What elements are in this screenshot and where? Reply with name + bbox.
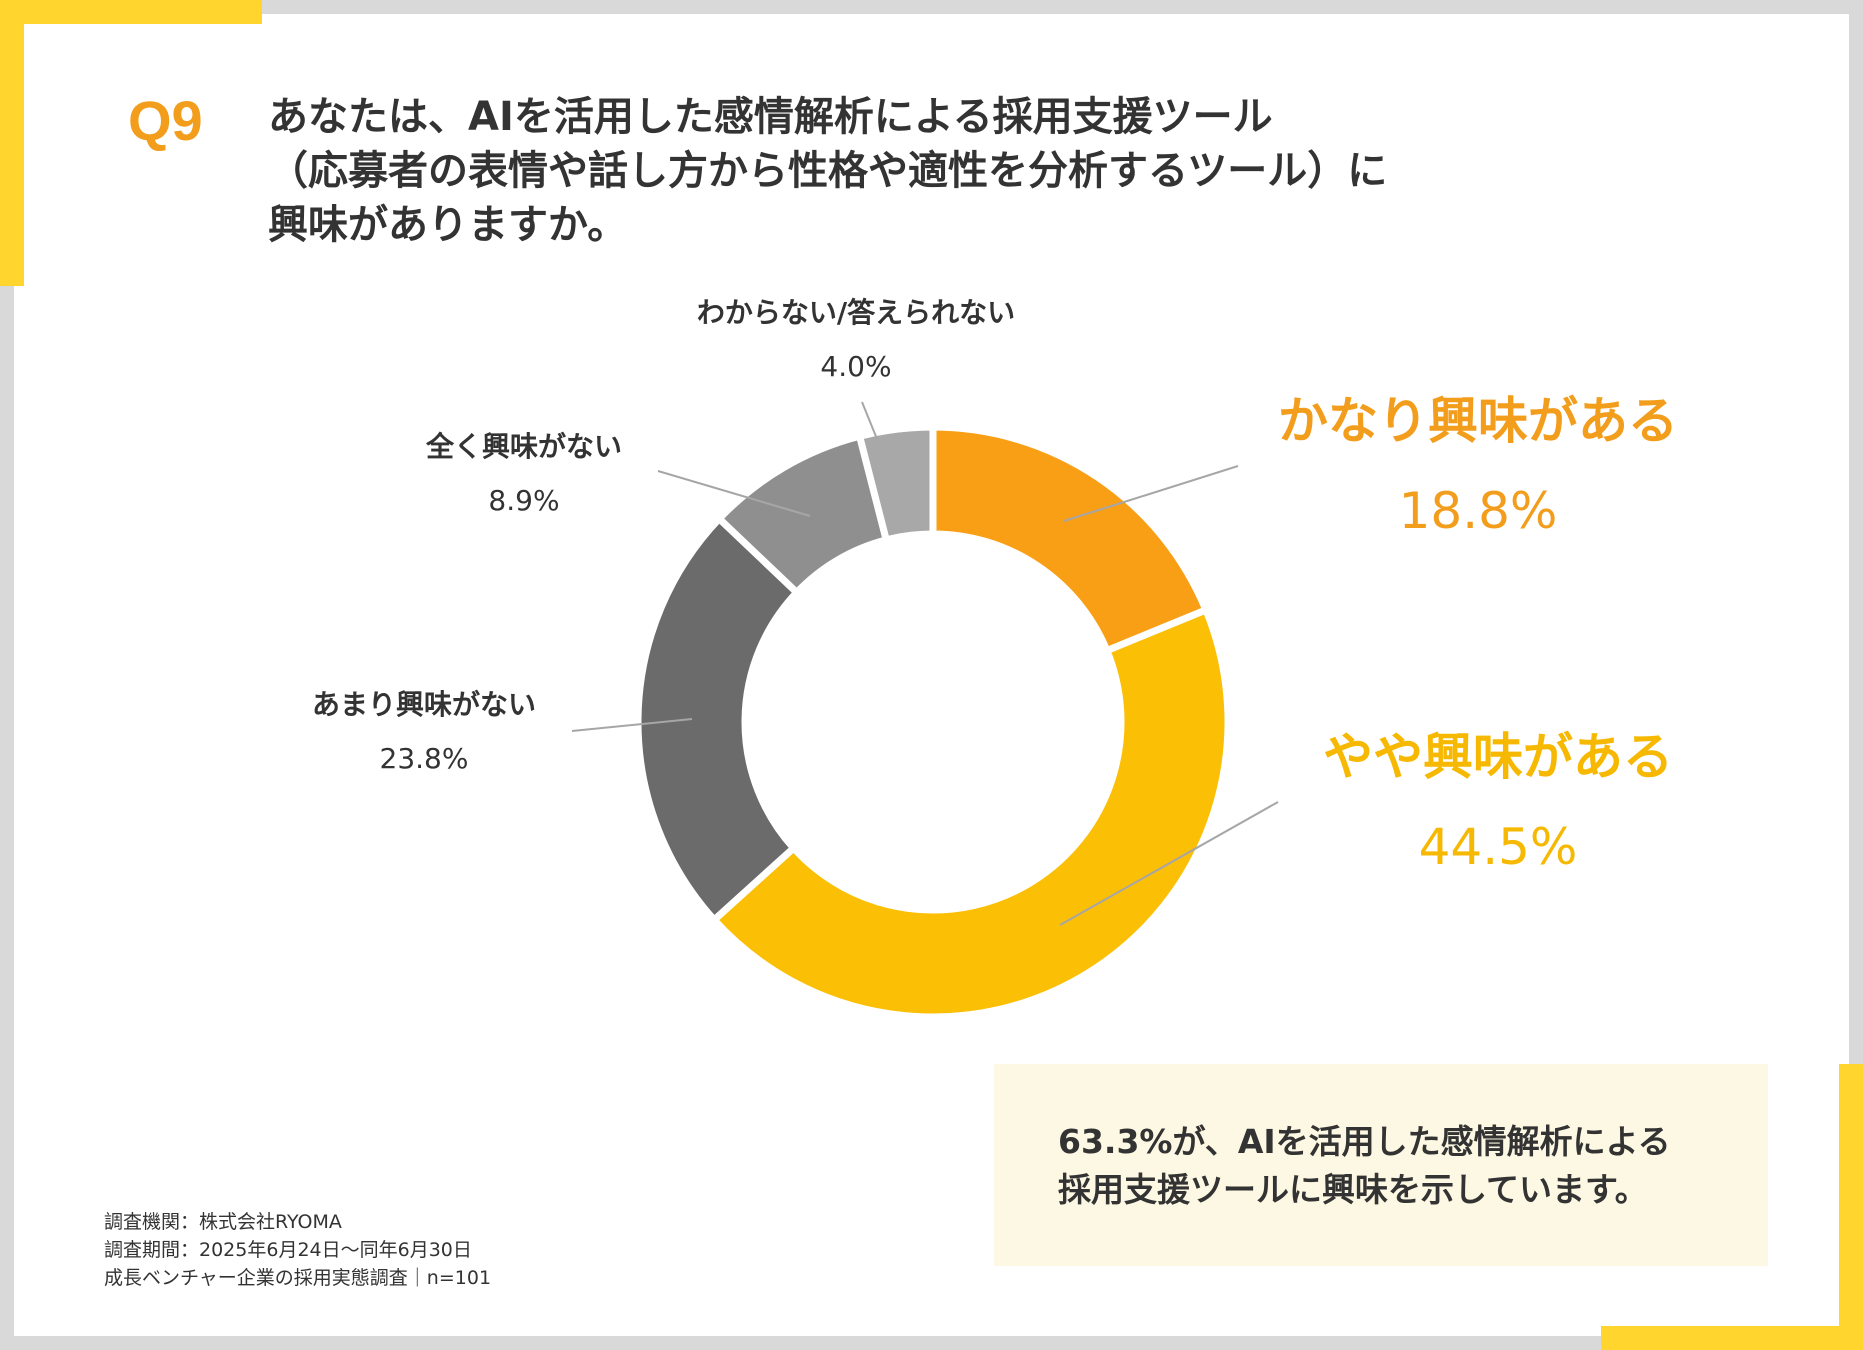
leader-line bbox=[657, 470, 811, 517]
leader-line bbox=[1063, 465, 1239, 522]
label-percent: 4.0% bbox=[820, 350, 892, 383]
footnote-line: 調査期間：2025年6月24日～同年6月30日 bbox=[104, 1239, 472, 1261]
label-not-interested: 全く興味がない 8.9% bbox=[384, 420, 664, 528]
label-not-very-interested: あまり興味がない 23.8% bbox=[284, 678, 564, 786]
corner-accent-top-left-vertical bbox=[0, 0, 24, 286]
slice-not-very-interested bbox=[634, 513, 802, 925]
survey-footnote: 調査機関：株式会社RYOMA 調査期間：2025年6月24日～同年6月30日 成… bbox=[104, 1208, 491, 1292]
footnote-line: 調査機関：株式会社RYOMA bbox=[104, 1211, 342, 1233]
frame-border-right bbox=[1849, 0, 1863, 1350]
label-category: あまり興味がない bbox=[311, 688, 536, 721]
corner-accent-bottom-right bbox=[1601, 1326, 1863, 1350]
leader-line bbox=[571, 718, 693, 732]
label-percent: 18.8% bbox=[1398, 482, 1558, 540]
question-text: あなたは、AIを活用した感情解析による採用支援ツール （応募者の表情や話し方から… bbox=[268, 90, 1618, 252]
slice-somewhat-interested bbox=[709, 605, 1232, 1021]
frame-border-left bbox=[0, 0, 14, 1350]
label-percent: 8.9% bbox=[488, 484, 560, 517]
corner-accent-bottom-right-vertical bbox=[1839, 1064, 1863, 1350]
footnote-line: 成長ベンチャー企業の採用実態調査｜n=101 bbox=[104, 1267, 492, 1289]
frame-border-top bbox=[0, 0, 1863, 14]
label-category: 全く興味がない bbox=[425, 430, 622, 463]
leader-line bbox=[1059, 801, 1279, 926]
summary-line: 採用支援ツールに興味を示しています。 bbox=[1058, 1170, 1648, 1209]
label-category: わからない/答えられない bbox=[696, 296, 1016, 329]
question-line: 興味がありますか。 bbox=[268, 202, 628, 248]
label-somewhat-interested: やや興味がある 44.5% bbox=[1278, 712, 1718, 892]
slice-very-interested bbox=[929, 423, 1211, 656]
frame-border-bottom bbox=[0, 1336, 1863, 1350]
label-percent: 23.8% bbox=[379, 742, 469, 775]
label-dont-know: わからない/答えられない 4.0% bbox=[656, 286, 1056, 394]
leader-line bbox=[861, 401, 878, 440]
summary-callout: 63.3%が、AIを活用した感情解析による 採用支援ツールに興味を示しています。 bbox=[994, 1064, 1768, 1266]
label-category: やや興味がある bbox=[1323, 728, 1673, 786]
summary-line: 63.3%が、AIを活用した感情解析による bbox=[1058, 1122, 1671, 1161]
slice-dont-know bbox=[855, 423, 937, 545]
question-line: （応募者の表情や話し方から性格や適性を分析するツール）に bbox=[268, 148, 1388, 194]
corner-accent-top-left bbox=[0, 0, 262, 24]
question-number: Q9 bbox=[128, 89, 203, 152]
label-percent: 44.5% bbox=[1418, 818, 1578, 876]
summary-text: 63.3%が、AIを活用した感情解析による 採用支援ツールに興味を示しています。 bbox=[1058, 1118, 1738, 1214]
label-category: かなり興味がある bbox=[1278, 392, 1678, 450]
label-very-interested: かなり興味がある 18.8% bbox=[1258, 376, 1698, 556]
question-line: あなたは、AIを活用した感情解析による採用支援ツール bbox=[268, 94, 1273, 140]
